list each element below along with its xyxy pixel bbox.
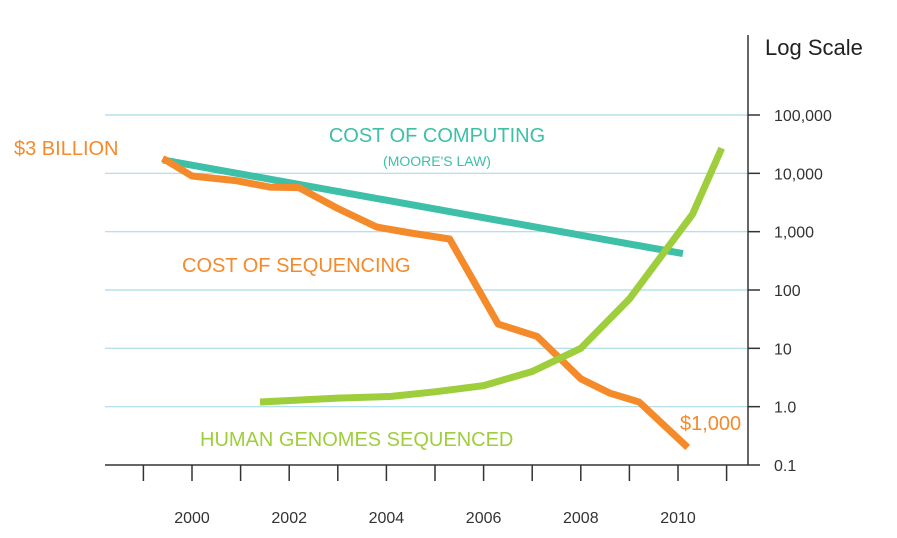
y-tick-label: 10	[774, 341, 792, 358]
y-axis-title: Log Scale	[765, 35, 863, 60]
y-tick-label: 0.1	[774, 458, 796, 475]
x-tick-label: 2000	[174, 510, 210, 527]
y-tick-label: 100,000	[774, 108, 832, 125]
cost-of-computing-label: COST OF COMPUTING	[329, 125, 545, 147]
human-genomes-label: HUMAN GENOMES SEQUENCED	[200, 429, 513, 451]
moores-law-label: (MOORE'S LAW)	[383, 153, 491, 169]
series-lines	[160, 146, 725, 450]
x-tick-label: 2004	[369, 510, 405, 527]
x-tick-label: 2006	[466, 510, 502, 527]
x-tick-label: 2010	[660, 510, 696, 527]
one-thousand-label: $1,000	[680, 413, 741, 435]
annotations: Log Scale COST OF COMPUTING (MOORE'S LAW…	[14, 35, 863, 451]
tick-labels: 0.1 1.0 10 100 1,000 10,000 100,000 2000 2002 200…	[174, 108, 832, 527]
series-line-cost-of-computing	[162, 156, 684, 258]
x-tick-label: 2002	[271, 510, 307, 527]
y-tick-label: 1,000	[774, 225, 814, 242]
y-tick-label: 100	[774, 283, 801, 300]
series-line-human-genomes-sequenced	[259, 146, 725, 406]
cost-of-sequencing-label: COST OF SEQUENCING	[182, 255, 411, 277]
axes	[105, 35, 760, 481]
series-line-cost-of-sequencing	[160, 155, 691, 450]
x-tick-label: 2008	[563, 510, 599, 527]
three-billion-label: $3 BILLION	[14, 138, 119, 160]
y-tick-label: 10,000	[774, 166, 823, 183]
y-tick-label: 1.0	[774, 400, 796, 417]
